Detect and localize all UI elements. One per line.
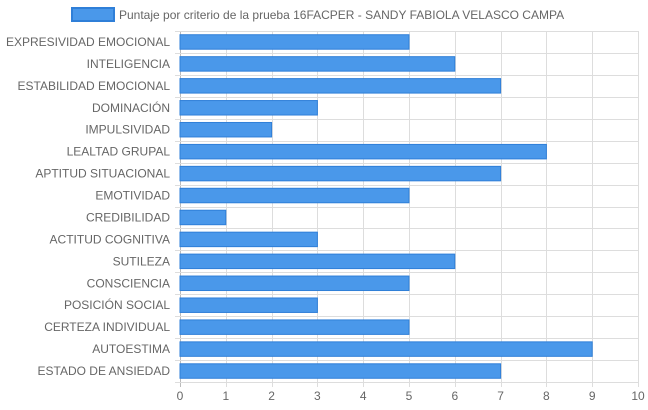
bar[interactable] [179,100,318,116]
legend[interactable]: Puntaje por criterio de la prueba 16FACP… [71,7,564,22]
y-category-label: EMOTIVIDAD [95,189,170,203]
bar[interactable] [179,209,227,226]
y-category-label: LEALTAD GRUPAL [67,145,171,159]
x-tick-label: 4 [360,389,367,403]
bar[interactable] [179,231,318,248]
bar[interactable] [179,187,410,204]
y-category-label: DOMINACIÓN [92,100,170,115]
x-tick-label: 10 [631,389,645,403]
x-tick-label: 9 [589,389,596,403]
x-axis-labels: 0 1 2 3 4 5 6 7 8 9 10 [177,389,645,403]
y-category-label: SUTILEZA [113,254,170,268]
bar[interactable] [179,275,410,292]
legend-label: Puntaje por criterio de la prueba 16FACP… [119,8,564,22]
x-tick-label: 5 [406,389,413,403]
y-category-label: CREDIBILIDAD [86,210,170,224]
x-tick-label: 7 [497,389,504,403]
x-tick-label: 2 [268,389,275,403]
y-category-label: EXPRESIVIDAD EMOCIONAL [6,35,170,49]
bar[interactable] [179,341,593,357]
x-tick-label: 0 [177,389,184,403]
y-axis-labels: EXPRESIVIDAD EMOCIONAL INTELIGENCIA ESTABI… [6,35,170,378]
x-tick-label: 3 [314,389,321,403]
bar[interactable] [179,319,410,335]
bar[interactable] [179,34,410,50]
y-category-label: INTELIGENCIA [87,57,170,71]
y-category-label: CERTEZA INDIVIDUAL [44,320,170,334]
bar[interactable] [179,363,502,379]
x-tick-label: 8 [543,389,550,403]
y-category-label: POSICIÓN SOCIAL [64,297,170,312]
y-category-label: AUTOESTIMA [92,342,170,356]
bar[interactable] [179,165,502,182]
bar[interactable] [179,78,502,94]
bar[interactable] [179,297,318,313]
bars [179,34,593,379]
y-category-label: APTITUD SITUACIONAL [35,167,170,181]
bar[interactable] [179,143,547,160]
y-category-label: CONSCIENCIA [87,276,170,290]
legend-swatch [71,7,115,22]
y-category-label: ESTADO DE ANSIEDAD [38,364,171,378]
x-tick-label: 1 [222,389,229,403]
y-category-label: IMPULSIVIDAD [85,123,170,137]
x-tick-label: 6 [451,389,458,403]
bar[interactable] [179,56,456,72]
y-category-label: ESTABILIDAD EMOCIONAL [18,79,171,93]
bar[interactable] [179,253,456,270]
y-category-label: ACTITUD COGNITIVA [50,232,170,246]
bar[interactable] [179,121,273,138]
